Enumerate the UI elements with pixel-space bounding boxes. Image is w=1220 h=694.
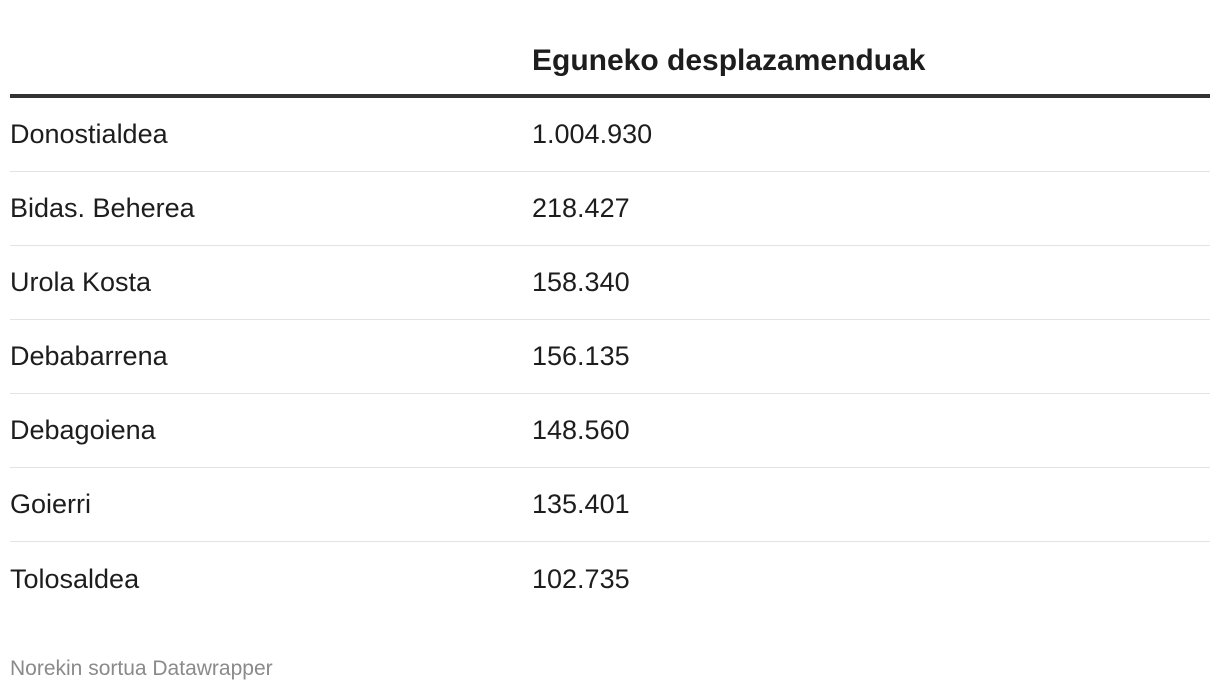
table-row: Debagoiena 148.560 [10, 394, 1210, 468]
region-cell: Urola Kosta [10, 267, 152, 297]
table-row: Debabarrena 156.135 [10, 320, 1210, 394]
value-cell: 148.560 [532, 415, 630, 445]
value-cell: 218.427 [532, 193, 630, 223]
value-cell: 156.135 [532, 341, 630, 371]
value-cell: 102.735 [532, 563, 630, 594]
value-cell: 1.004.930 [532, 119, 653, 149]
header-value-cell: Eguneko desplazamenduak [532, 44, 926, 77]
data-table: Eguneko desplazamenduak Donostialdea 1.00… [10, 26, 1210, 616]
region-cell: Bidas. Beherea [10, 193, 195, 223]
region-cell: Goierri [10, 489, 92, 519]
value-cell: 135.401 [532, 489, 630, 519]
header-region-cell [10, 76, 532, 94]
region-cell: Donostialdea [10, 119, 168, 149]
table-row: Bidas. Beherea 218.427 [10, 172, 1210, 246]
table-row: Urola Kosta 158.340 [10, 246, 1210, 320]
table-row: Donostialdea 1.004.930 [10, 98, 1210, 172]
footer-credit: Norekin sortua Datawrapper [10, 657, 273, 680]
region-cell: Debagoiena [10, 415, 156, 445]
region-cell: Tolosaldea [10, 563, 140, 594]
table-body: Donostialdea 1.004.930 Bidas. Beherea 218.4… [10, 98, 1210, 616]
value-cell: 158.340 [532, 267, 630, 297]
table-header: Eguneko desplazamenduak [10, 26, 1210, 98]
region-cell: Debabarrena [10, 341, 168, 371]
table-row: Tolosaldea 102.735 [10, 542, 1210, 616]
table-row: Goierri 135.401 [10, 468, 1210, 542]
